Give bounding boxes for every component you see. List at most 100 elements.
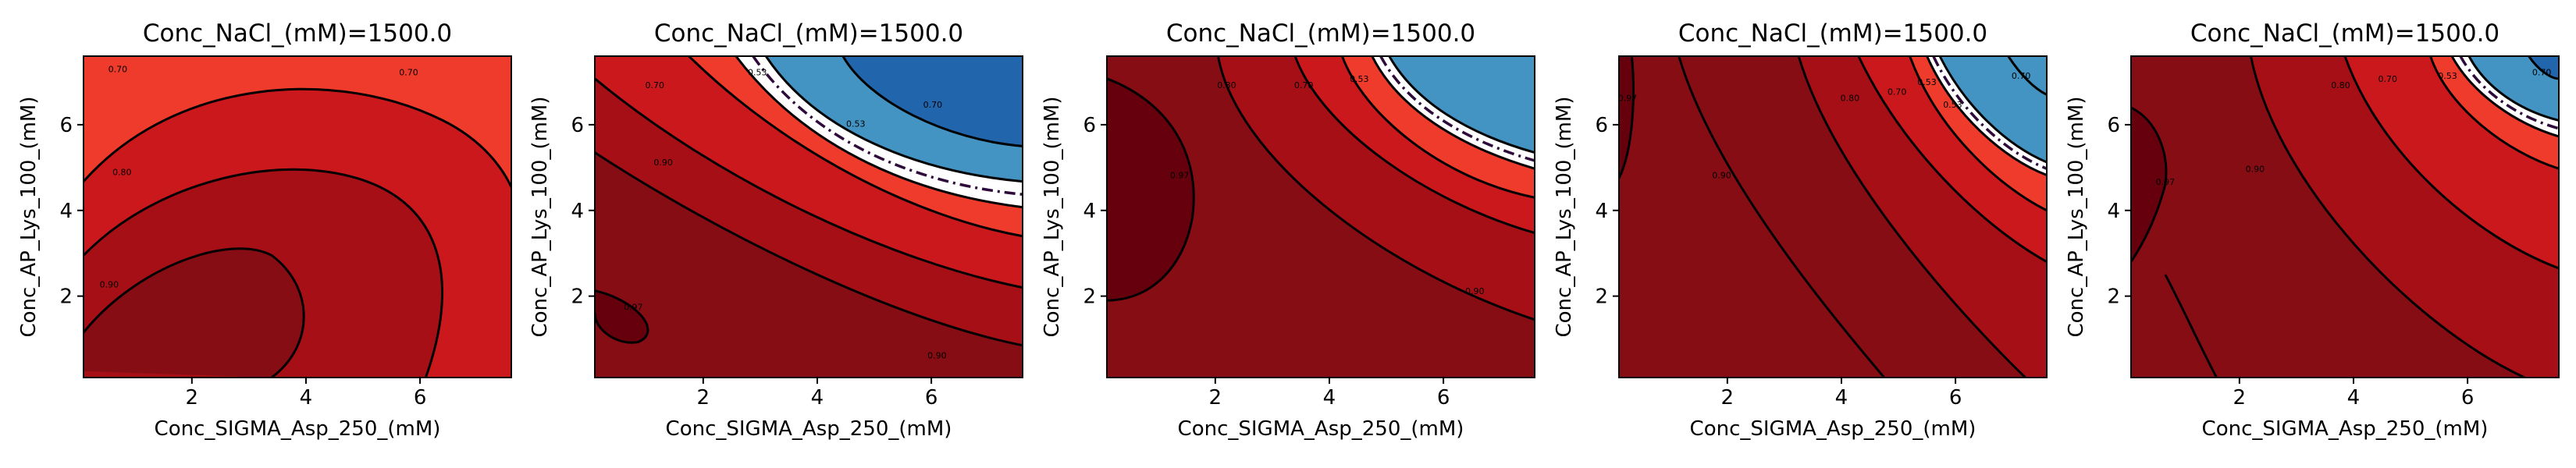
y-axis-label: Conc_AP_Lys_100_(mM) <box>1553 96 1576 337</box>
contour-region-7 <box>2131 107 2166 262</box>
contour-line-3 <box>688 56 1023 238</box>
contour-label: 0.90 <box>2246 164 2265 174</box>
panel-title: Conc_NaCl_(mM)=1500.0 <box>654 20 963 48</box>
contour-line-2 <box>1293 56 1535 235</box>
x-tick-label: 2 <box>1209 386 1222 410</box>
contour-plot-area: 0.97 0.90 0.80 0.70 0.53 0.53 0.70 <box>1619 56 2047 378</box>
panel-3: 0.97 0.80 0.70 0.53 0.90 2 4 6 2 4 6 Conc_NaCl_(mM)… <box>1041 20 1535 441</box>
contour-label: 0.90 <box>653 158 673 168</box>
contour-line-1 <box>84 87 511 282</box>
contour-line-4 <box>1909 56 2047 212</box>
panel-title: Conc_NaCl_(mM)=1500.0 <box>1678 20 1987 48</box>
contour-label: 0.70 <box>2379 74 2398 84</box>
panel-2: 0.70 0.53 0.90 0.53 0.70 0.97 0.90 2 4 6 2 4 6 Conc_N… <box>528 20 1023 441</box>
contour-label: 0.70 <box>2532 68 2552 78</box>
contour-region-6 <box>1107 78 1194 301</box>
contour-region-6 <box>842 56 1023 147</box>
panel-title: Conc_NaCl_(mM)=1500.0 <box>2190 20 2500 48</box>
x-tick-label: 4 <box>1323 386 1336 410</box>
contour-line-dashdot <box>1932 56 2047 170</box>
y-tick-label: 2 <box>571 285 584 309</box>
x-tick-label: 6 <box>1437 386 1450 410</box>
contour-line-1 <box>1678 56 1885 378</box>
contour-line-8 <box>595 289 649 344</box>
y-tick-label: 4 <box>1595 200 1608 223</box>
contour-label: 0.90 <box>1465 286 1485 296</box>
x-axis-label: Conc_SIGMA_Asp_250_(mM) <box>1690 417 1976 441</box>
contour-line-7 <box>841 56 1023 147</box>
contour-plot-area: 0.70 0.53 0.90 0.53 0.70 0.97 0.90 <box>595 56 1023 360</box>
contour-line-6 <box>1388 56 1535 154</box>
contour-line-dashdot <box>1379 56 1535 162</box>
panel-5: 0.97 0.90 0.80 0.70 0.53 0.70 2 4 6 2 4 6 Conc_NaCl_… <box>2065 20 2560 441</box>
axes-frame <box>2130 55 2560 378</box>
x-tick-label: 4 <box>1835 386 1848 410</box>
contour-label: 0.53 <box>748 68 767 78</box>
contour-line-7 <box>1107 77 1195 302</box>
y-tick-label: 4 <box>571 200 584 223</box>
contour-label: 0.80 <box>1217 80 1236 90</box>
contour-label: 0.53 <box>1350 74 1369 84</box>
y-tick-label: 6 <box>2107 114 2120 137</box>
x-tick-label: 4 <box>811 386 824 410</box>
x-tick-label: 4 <box>300 386 313 410</box>
contour-line-5 <box>1926 56 2047 176</box>
contour-plot-area: 0.70 0.70 0.80 0.90 <box>84 65 511 378</box>
x-tick-label: 6 <box>1949 386 1962 410</box>
y-axis-label: Conc_AP_Lys_100_(mM) <box>17 96 41 337</box>
contour-line-8 <box>2528 56 2559 80</box>
contour-region-5 <box>1940 56 2047 162</box>
contour-label: 0.53 <box>1917 77 1937 87</box>
contour-line-6 <box>764 56 1023 183</box>
contour-line-1 <box>2164 274 2218 378</box>
contour-label: 0.97 <box>1170 171 1190 181</box>
y-axis-label: Conc_AP_Lys_100_(mM) <box>2065 96 2088 337</box>
y-tick-label: 2 <box>1595 285 1608 309</box>
contour-line-1 <box>1217 56 1535 321</box>
y-tick-label: 2 <box>1083 285 1096 309</box>
y-tick-label: 4 <box>59 200 73 223</box>
y-tick-label: 6 <box>1083 114 1096 137</box>
contour-line-2 <box>1797 56 2026 378</box>
contour-region-5 <box>1389 56 1535 153</box>
contour-line-4 <box>2429 56 2559 170</box>
contour-region-3 <box>84 248 304 378</box>
x-axis-label: Conc_SIGMA_Asp_250_(mM) <box>2202 417 2489 441</box>
axes-frame <box>1106 55 1535 378</box>
contour-label: 0.70 <box>399 68 418 78</box>
contour-line-1 <box>595 151 1023 347</box>
y-tick-label: 4 <box>2107 200 2120 223</box>
contour-region-6 <box>1619 56 1634 179</box>
contour-label: 0.53 <box>1943 100 1962 110</box>
contour-label: 0.70 <box>923 100 943 110</box>
y-axis-label: Conc_AP_Lys_100_(mM) <box>528 96 552 337</box>
axes-frame <box>594 55 1023 378</box>
x-tick-label: 2 <box>186 386 199 410</box>
panel-4: 0.97 0.90 0.80 0.70 0.53 0.53 0.70 2 4 6 2 4 6 Conc_N… <box>1553 20 2048 441</box>
contour-label: 0.97 <box>2156 177 2176 187</box>
contour-plot-area: 0.97 0.80 0.70 0.53 0.90 <box>1107 56 1535 321</box>
contour-line-dashdot <box>2459 56 2559 130</box>
contour-line-2 <box>595 77 1023 289</box>
axes-frame <box>1618 55 2048 378</box>
x-tick-label: 2 <box>1721 386 1735 410</box>
y-axis-label: Conc_AP_Lys_100_(mM) <box>1041 96 1064 337</box>
contour-line-9 <box>1619 56 1635 179</box>
contour-line-7 <box>1938 56 2047 164</box>
panel-1: 0.70 0.70 0.80 0.90 2 4 6 2 4 6 Conc_NaCl_(mM)=150… <box>17 20 512 441</box>
contour-line-5 <box>2450 56 2559 138</box>
contour-label: 0.53 <box>846 119 866 129</box>
x-axis-label: Conc_SIGMA_Asp_250_(mM) <box>155 417 441 441</box>
panel-title: Conc_NaCl_(mM)=1500.0 <box>143 20 452 48</box>
contour-label: 0.80 <box>112 167 132 177</box>
y-tick-label: 2 <box>59 285 73 309</box>
contour-line-9 <box>2131 106 2168 263</box>
contour-region-7 <box>595 290 648 343</box>
contour-label: 0.70 <box>1294 80 1314 90</box>
contour-label: 0.70 <box>1888 87 1907 97</box>
contour-line-2 <box>84 168 444 378</box>
y-tick-label: 6 <box>571 114 584 137</box>
x-tick-label: 2 <box>697 386 710 410</box>
contour-label: 0.80 <box>2331 80 2350 90</box>
